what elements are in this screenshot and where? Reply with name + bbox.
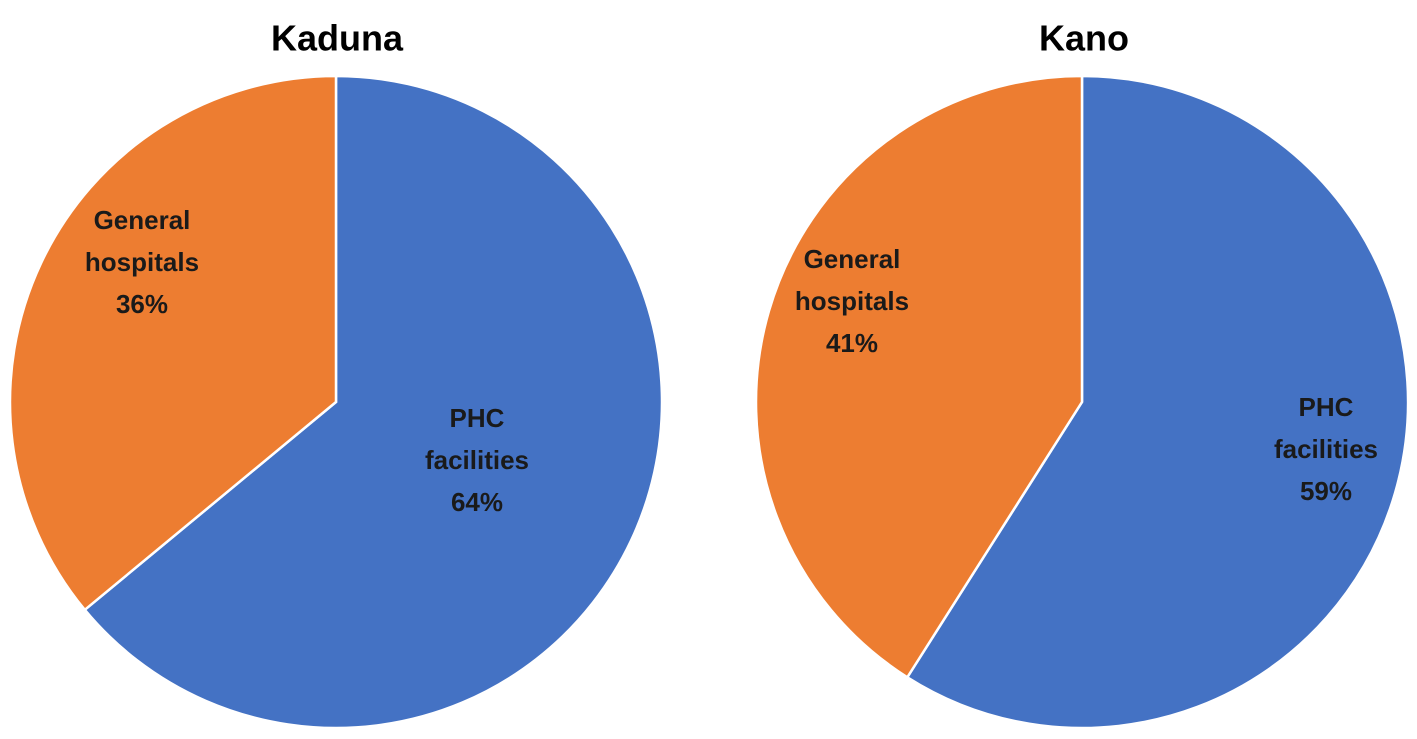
pie-slice-phc-facilities — [905, 74, 1410, 730]
slice-label-line: 59% — [1300, 476, 1352, 506]
pie-slice-general-hospitals — [8, 74, 338, 612]
slice-label-phc-facilities: PHC facilities 64% — [425, 403, 529, 517]
pie-slice-general-hospitals — [754, 74, 1084, 679]
slice-label-line: 41% — [826, 328, 878, 358]
pie-chart-kaduna: Kaduna PHC facilities 64% General hospitals 36… — [8, 18, 664, 730]
slice-label-line: PHC — [1299, 392, 1354, 422]
pie-chart-kano: Kano PHC facilities 59% General hospitals 41% — [754, 18, 1410, 730]
slice-label-line: 36% — [116, 289, 168, 319]
slice-label-line: facilities — [1274, 434, 1378, 464]
slice-label-line: hospitals — [85, 247, 199, 277]
slice-label-line: 64% — [451, 487, 503, 517]
slice-label-general-hospitals: General hospitals 36% — [85, 205, 199, 319]
slice-label-line: General — [94, 205, 191, 235]
slice-label-line: PHC — [450, 403, 505, 433]
slice-label-general-hospitals: General hospitals 41% — [795, 244, 909, 358]
pie-slice-phc-facilities — [83, 74, 664, 730]
slice-label-line: General — [804, 244, 901, 274]
slice-label-line: hospitals — [795, 286, 909, 316]
slice-label-phc-facilities: PHC facilities 59% — [1274, 392, 1378, 506]
chart-title: Kano — [1039, 18, 1129, 59]
chart-title: Kaduna — [271, 18, 404, 59]
slice-label-line: facilities — [425, 445, 529, 475]
